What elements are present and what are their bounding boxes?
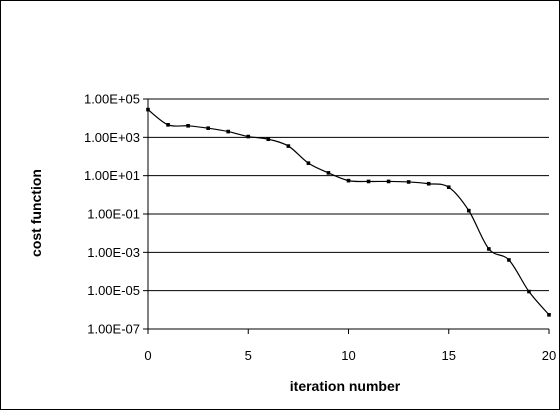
data-point [326, 171, 331, 175]
x-tick-label: 20 [542, 348, 556, 363]
data-point [487, 247, 491, 251]
y-axis-title: cost function [28, 169, 44, 257]
data-point [547, 313, 551, 317]
data-point [527, 289, 531, 294]
y-tick-label: 1.00E-01 [87, 207, 140, 222]
y-tick-label: 1.00E-07 [87, 322, 140, 337]
data-point [446, 185, 451, 190]
data-point [146, 107, 150, 112]
data-point [467, 208, 471, 213]
x-tick-label: 15 [442, 348, 456, 363]
data-point [406, 180, 411, 184]
x-tick-label: 0 [144, 348, 151, 363]
axes-layer [143, 98, 550, 334]
y-tick-label: 1.00E-03 [87, 245, 140, 260]
series-layer [146, 107, 551, 317]
data-point [386, 179, 391, 184]
y-tick-label: 1.00E+01 [84, 168, 140, 183]
data-point [246, 134, 251, 139]
data-point [166, 123, 170, 127]
x-tick-label: 10 [341, 348, 355, 363]
data-point [346, 178, 351, 183]
data-point [186, 123, 190, 128]
x-axis-title: iteration number [290, 378, 401, 394]
data-point [226, 129, 230, 134]
data-point [266, 137, 271, 141]
grid-layer [148, 98, 549, 330]
data-point [306, 161, 311, 165]
data-point [507, 258, 511, 262]
y-tick-label: 1.00E+03 [84, 130, 140, 145]
x-tick-label: 5 [245, 348, 252, 363]
series-line [147, 109, 550, 316]
y-tick-label: 1.00E-05 [87, 283, 140, 298]
data-point [206, 126, 210, 130]
y-tick-label: 1.00E+05 [84, 92, 140, 107]
data-point [426, 181, 431, 186]
data-point [286, 144, 291, 148]
data-point [366, 179, 371, 184]
labels-layer: 1.00E+05 1.00E+03 1.00E+01 1.00E-01 1.00E-03… [84, 92, 556, 364]
